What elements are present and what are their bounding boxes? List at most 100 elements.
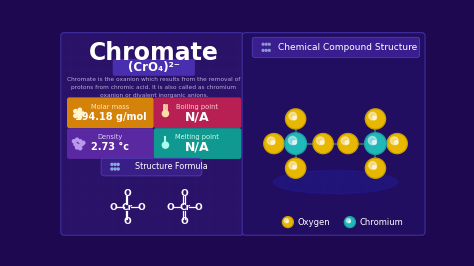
Text: Chromate is the oxanion which results from the removal of
protons from chromic a: Chromate is the oxanion which results fr… bbox=[67, 77, 240, 98]
Circle shape bbox=[341, 137, 349, 145]
Circle shape bbox=[117, 168, 119, 170]
Text: Structure Formula: Structure Formula bbox=[135, 162, 208, 171]
FancyBboxPatch shape bbox=[67, 97, 154, 128]
Circle shape bbox=[81, 112, 84, 115]
Circle shape bbox=[111, 163, 113, 165]
FancyBboxPatch shape bbox=[67, 128, 154, 159]
Circle shape bbox=[264, 134, 284, 153]
Text: Chemical Compound Structure: Chemical Compound Structure bbox=[278, 43, 417, 52]
Text: O: O bbox=[167, 203, 175, 212]
Text: (CrO₄)²⁻: (CrO₄)²⁻ bbox=[128, 61, 180, 74]
Circle shape bbox=[345, 217, 356, 227]
FancyBboxPatch shape bbox=[113, 59, 195, 76]
Circle shape bbox=[394, 141, 398, 144]
Circle shape bbox=[268, 49, 270, 51]
Circle shape bbox=[262, 43, 264, 45]
Circle shape bbox=[271, 141, 275, 144]
Circle shape bbox=[286, 221, 288, 223]
Text: O: O bbox=[181, 217, 189, 226]
Circle shape bbox=[391, 137, 398, 145]
Circle shape bbox=[289, 112, 297, 120]
Circle shape bbox=[320, 141, 324, 144]
Circle shape bbox=[262, 49, 264, 51]
Circle shape bbox=[267, 137, 275, 145]
FancyBboxPatch shape bbox=[242, 33, 425, 235]
Circle shape bbox=[79, 140, 82, 143]
Text: Density: Density bbox=[98, 134, 123, 140]
Text: 2.73 °c: 2.73 °c bbox=[91, 142, 129, 152]
Ellipse shape bbox=[273, 171, 398, 194]
Circle shape bbox=[75, 138, 79, 141]
Circle shape bbox=[285, 109, 306, 129]
Circle shape bbox=[162, 142, 169, 148]
Circle shape bbox=[78, 115, 82, 119]
Circle shape bbox=[373, 116, 376, 120]
Circle shape bbox=[76, 111, 81, 116]
Circle shape bbox=[365, 158, 385, 178]
Circle shape bbox=[373, 165, 376, 169]
Circle shape bbox=[285, 133, 307, 154]
Circle shape bbox=[78, 108, 82, 111]
Circle shape bbox=[289, 136, 297, 145]
Text: Molar mass: Molar mass bbox=[91, 104, 129, 110]
Circle shape bbox=[79, 147, 82, 150]
Circle shape bbox=[74, 114, 77, 118]
Circle shape bbox=[369, 162, 376, 169]
Circle shape bbox=[82, 141, 85, 144]
Circle shape bbox=[77, 144, 80, 147]
Text: O: O bbox=[124, 189, 131, 198]
Text: O: O bbox=[124, 217, 131, 226]
Text: 194.18 g/mol: 194.18 g/mol bbox=[74, 112, 146, 122]
Circle shape bbox=[283, 217, 293, 227]
Text: Chromate: Chromate bbox=[89, 41, 219, 65]
Circle shape bbox=[313, 134, 333, 153]
Circle shape bbox=[387, 134, 407, 153]
Circle shape bbox=[111, 168, 113, 170]
Text: Oxygen: Oxygen bbox=[298, 218, 330, 227]
Circle shape bbox=[338, 134, 358, 153]
Circle shape bbox=[265, 49, 267, 51]
Circle shape bbox=[293, 165, 296, 169]
Text: O: O bbox=[195, 203, 202, 212]
Circle shape bbox=[365, 133, 386, 154]
Text: Melting point: Melting point bbox=[175, 134, 219, 140]
Circle shape bbox=[365, 109, 385, 129]
Circle shape bbox=[293, 116, 296, 120]
Circle shape bbox=[373, 140, 376, 144]
Circle shape bbox=[368, 136, 376, 145]
Circle shape bbox=[345, 141, 349, 144]
Circle shape bbox=[74, 110, 77, 113]
FancyBboxPatch shape bbox=[252, 37, 419, 57]
FancyBboxPatch shape bbox=[101, 158, 202, 176]
Circle shape bbox=[265, 43, 267, 45]
Text: O: O bbox=[137, 203, 145, 212]
Circle shape bbox=[268, 43, 270, 45]
Circle shape bbox=[114, 163, 116, 165]
Text: Cr: Cr bbox=[122, 203, 133, 212]
Text: O: O bbox=[181, 189, 189, 198]
Circle shape bbox=[114, 168, 116, 170]
Text: Chromium: Chromium bbox=[360, 218, 404, 227]
FancyBboxPatch shape bbox=[61, 33, 244, 235]
Circle shape bbox=[346, 219, 350, 223]
Text: N/A: N/A bbox=[185, 110, 210, 123]
Circle shape bbox=[73, 140, 75, 143]
Text: Cr: Cr bbox=[179, 203, 191, 212]
Circle shape bbox=[284, 219, 288, 223]
Circle shape bbox=[80, 143, 83, 146]
Circle shape bbox=[369, 112, 376, 120]
Circle shape bbox=[348, 221, 350, 223]
FancyBboxPatch shape bbox=[154, 128, 241, 159]
Circle shape bbox=[74, 143, 77, 146]
Circle shape bbox=[75, 146, 79, 149]
Circle shape bbox=[289, 162, 297, 169]
Circle shape bbox=[162, 110, 169, 117]
Circle shape bbox=[292, 140, 297, 144]
Circle shape bbox=[117, 163, 119, 165]
Text: Boiling point: Boiling point bbox=[176, 104, 218, 110]
FancyBboxPatch shape bbox=[154, 97, 241, 128]
Text: O: O bbox=[109, 203, 118, 212]
Circle shape bbox=[317, 137, 324, 145]
Text: N/A: N/A bbox=[185, 141, 210, 154]
Circle shape bbox=[285, 158, 306, 178]
